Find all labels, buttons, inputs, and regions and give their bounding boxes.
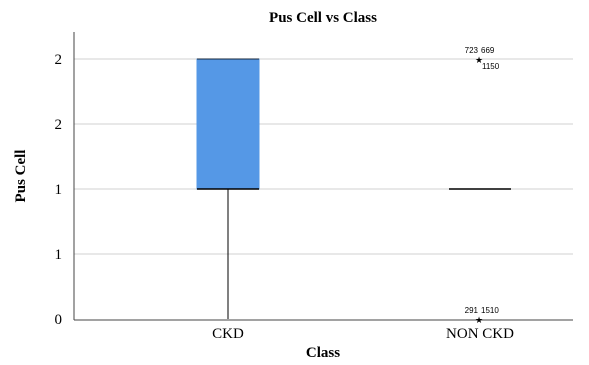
iqr-box bbox=[196, 58, 260, 190]
outlier-marker: ★ bbox=[475, 56, 483, 66]
x-axis-label: Class bbox=[306, 345, 340, 361]
grid-lines bbox=[74, 58, 573, 255]
y-tick-label: 1 bbox=[55, 182, 63, 198]
y-tick-label: 2 bbox=[55, 117, 63, 133]
box-ckd bbox=[196, 58, 260, 319]
outlier-label: 723 bbox=[465, 46, 479, 55]
x-tick-label: NON CKD bbox=[446, 326, 514, 342]
axes bbox=[73, 32, 573, 321]
y-axis-label: Pus Cell bbox=[13, 150, 29, 203]
y-tick-labels: 0 1 1 2 2 bbox=[55, 52, 63, 328]
y-tick-label: 1 bbox=[55, 247, 63, 263]
y-tick-label: 0 bbox=[55, 312, 63, 328]
y-tick-label: 2 bbox=[55, 52, 63, 68]
outlier-label: 1150 bbox=[482, 62, 500, 71]
x-tick-labels: CKD NON CKD bbox=[212, 326, 514, 342]
outlier-label: 291 bbox=[465, 306, 479, 315]
x-tick-label: CKD bbox=[212, 326, 244, 342]
chart-title: Pus Cell vs Class bbox=[269, 10, 377, 26]
outlier-label: 1510 bbox=[481, 306, 499, 315]
outlier-label: 669 bbox=[481, 46, 495, 55]
outlier-marker: ★ bbox=[475, 316, 483, 326]
